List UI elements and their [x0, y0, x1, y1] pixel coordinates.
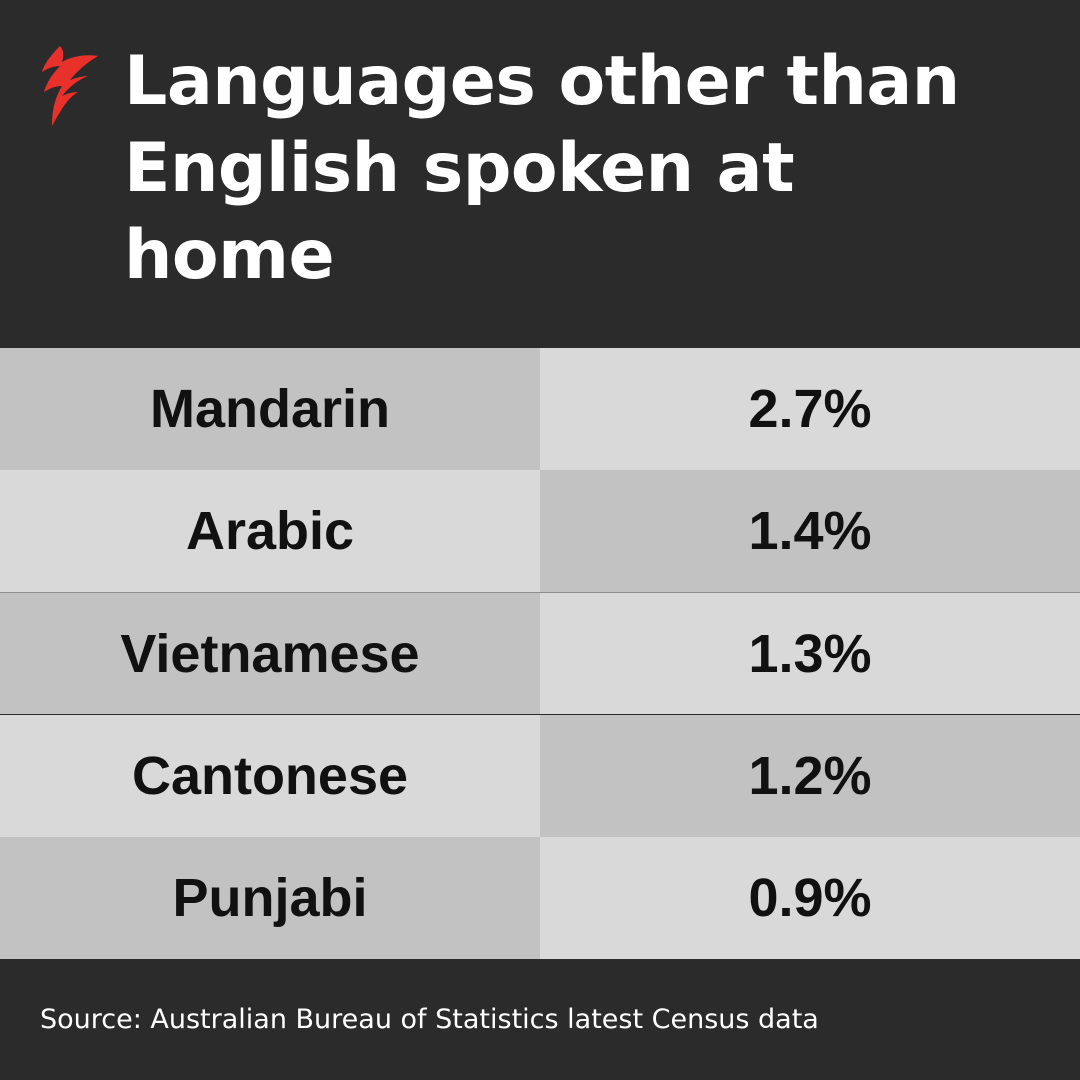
- percentage-cell: 1.3%: [540, 593, 1080, 714]
- percentage-cell: 0.9%: [540, 837, 1080, 959]
- table-row: Arabic 1.4%: [0, 470, 1080, 592]
- source-note: Source: Australian Bureau of Statistics …: [40, 1004, 819, 1035]
- language-cell: Punjabi: [0, 837, 540, 959]
- percentage-cell: 2.7%: [540, 348, 1080, 470]
- table-row: Mandarin 2.7%: [0, 348, 1080, 470]
- table-row: Vietnamese 1.3%: [0, 592, 1080, 714]
- percentage-cell: 1.4%: [540, 470, 1080, 592]
- data-table: Mandarin 2.7% Arabic 1.4% Vietnamese 1.3…: [0, 348, 1080, 960]
- language-cell: Cantonese: [0, 715, 540, 837]
- language-cell: Mandarin: [0, 348, 540, 470]
- percentage-cell: 1.2%: [540, 715, 1080, 837]
- chart-title: Languages other than English spoken at h…: [124, 42, 960, 295]
- header: Languages other than English spoken at h…: [0, 0, 1080, 348]
- table-row: Punjabi 0.9%: [0, 837, 1080, 959]
- language-cell: Arabic: [0, 470, 540, 592]
- language-cell: Vietnamese: [0, 593, 540, 714]
- footer: Source: Australian Bureau of Statistics …: [0, 960, 1080, 1080]
- table-row: Cantonese 1.2%: [0, 715, 1080, 837]
- sbs-logo-icon: [42, 46, 98, 126]
